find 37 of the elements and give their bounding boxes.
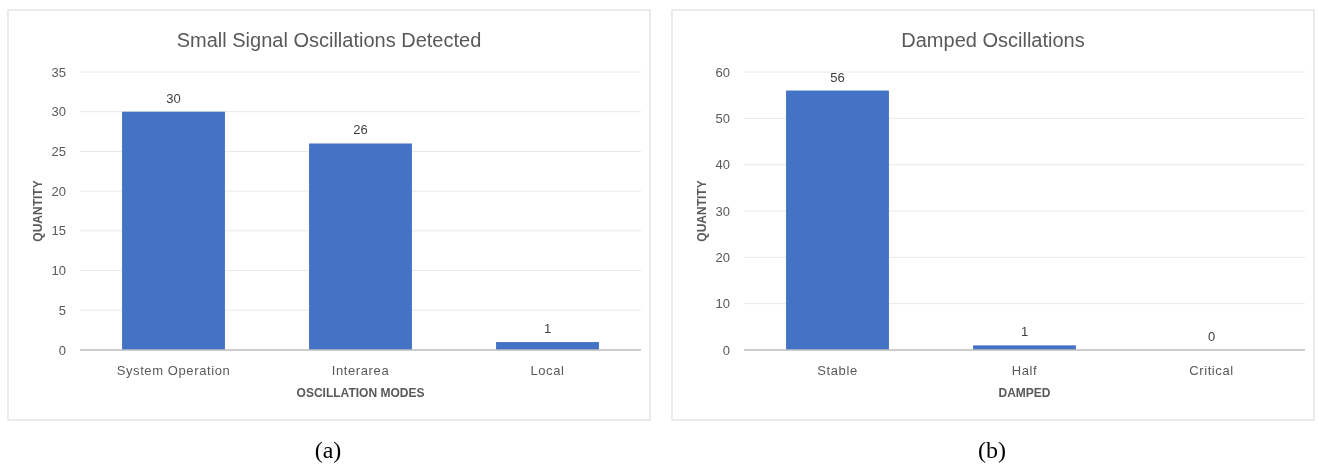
x-tick-label: Interarea xyxy=(331,362,390,378)
y-tick-label: 20 xyxy=(715,249,730,265)
y-tick-label: 10 xyxy=(51,263,66,279)
chart-title: Small Signal Oscillations Detected xyxy=(176,29,482,51)
y-tick-label: 30 xyxy=(715,203,730,219)
y-tick-label: 30 xyxy=(51,104,66,120)
x-tick-label: Critical xyxy=(1189,362,1234,378)
y-tick-label: 5 xyxy=(58,302,66,318)
y-tick-label: 60 xyxy=(715,64,730,80)
x-tick-label: Local xyxy=(530,362,565,378)
y-axis-title: QUANTITY xyxy=(695,180,710,242)
bar xyxy=(309,143,412,350)
text: (b) xyxy=(978,437,1006,464)
x-axis-title: OSCILLATION MODES xyxy=(296,386,425,401)
y-tick-label: 35 xyxy=(51,64,66,80)
x-tick-label: Stable xyxy=(817,362,858,378)
data-label: 56 xyxy=(830,69,845,85)
bar xyxy=(122,111,225,350)
y-tick-label: 10 xyxy=(715,296,730,312)
x-axis-title: DAMPED xyxy=(998,386,1051,401)
x-tick-label: Half xyxy=(1011,362,1038,378)
y-tick-label: 0 xyxy=(58,342,66,358)
data-label: 26 xyxy=(353,122,368,138)
y-tick-label: 20 xyxy=(51,183,66,199)
y-tick-label: 50 xyxy=(715,110,730,126)
data-label: 30 xyxy=(166,90,181,106)
y-tick-label: 15 xyxy=(51,223,66,239)
chart-title: Damped Oscillations xyxy=(901,29,1085,51)
x-tick-label: System Operation xyxy=(116,362,231,378)
y-tick-label: 40 xyxy=(715,157,730,173)
y-tick-label: 25 xyxy=(51,143,66,159)
data-label: 1 xyxy=(543,321,552,337)
data-label: 1 xyxy=(1020,324,1029,340)
data-label: 0 xyxy=(1207,329,1216,344)
y-axis-title: QUANTITY xyxy=(31,180,46,242)
text: (a) xyxy=(314,437,342,464)
y-tick-label: 0 xyxy=(722,342,730,358)
